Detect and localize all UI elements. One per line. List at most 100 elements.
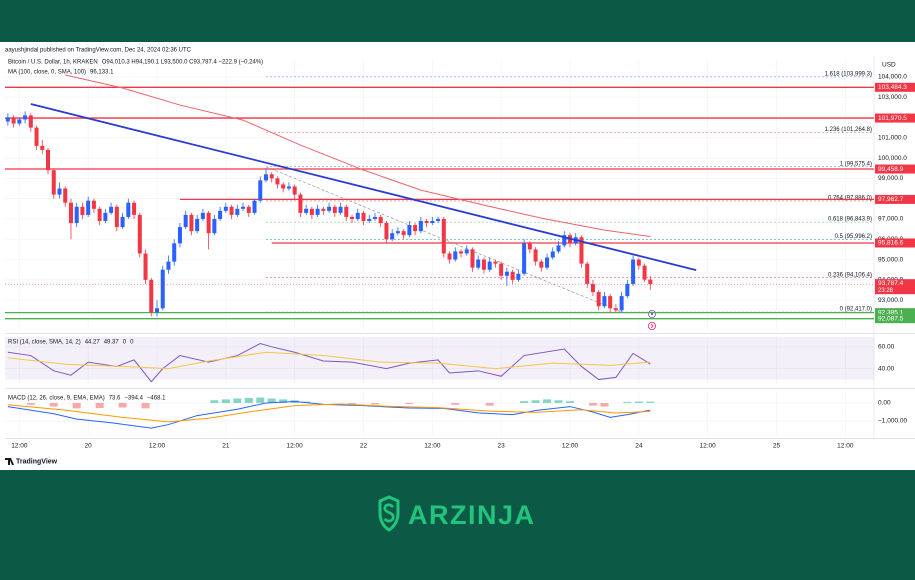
currency-label: USD [882,62,896,69]
candle-body [137,214,142,254]
legend-text: O94,010.3 H94,190.1 L93,500.0 C93,787.4 … [102,60,263,66]
candle-body [522,243,527,274]
legend-text: RSI (14, close, SMA, 14, 2) [8,340,81,346]
level-price-box [875,314,915,324]
candle-body [68,202,73,224]
y-tick-label: 95,000.0 [878,256,904,263]
candle-body [332,206,337,213]
candle-body [516,273,521,280]
legend-text: 0 [130,340,134,346]
y-tick-label: 97,000.0 [878,216,904,223]
candle-body [126,202,131,217]
candle-body [218,210,223,219]
legend-text: 49.37 [104,340,120,346]
fib-label: 1 (99,575.4) [840,161,872,167]
candle-body [395,231,400,234]
candle-body [504,271,509,276]
candle-body [172,243,177,262]
brand-icon [378,495,400,532]
x-tick-label: 12:00 [149,443,166,450]
candle-body [499,263,504,276]
candle-body [344,206,349,217]
histogram-bar [141,402,150,409]
histogram-bar [485,402,494,406]
candle-body [401,231,406,236]
candle-body [579,237,584,264]
candle-body [200,212,205,219]
candle-body [613,308,618,311]
level-price-box [875,238,915,248]
candle-body [430,220,435,224]
fib-label: 0.764 (97,886.0) [828,196,872,202]
candle-body [315,208,320,215]
candle-body [74,206,79,224]
candle-body [424,220,429,224]
candle-body [321,208,326,211]
candle-body [436,218,441,221]
indicator-line [7,401,651,429]
candle-body [619,296,624,311]
candle-body [636,259,641,266]
candle-body [46,149,51,171]
candle-body [5,117,10,122]
candle-body [281,184,286,189]
y-tick-label: 103,000.0 [878,94,907,101]
candle-body [132,202,137,215]
legend-text: 0 [123,340,127,346]
x-tick-label: 25 [773,443,781,450]
brand-shield [378,495,400,532]
candle-body [390,233,395,240]
candle-body [298,194,303,213]
candle-body [17,119,22,124]
candle-body [189,214,194,232]
candle-body [258,180,263,201]
candle-body [304,208,309,213]
candle-body [97,208,102,221]
candle-body [550,251,555,258]
candle-body [292,186,297,195]
candle-body [143,253,148,280]
candle-body [355,212,360,219]
candle-body [28,115,33,128]
candle-body [275,178,280,185]
x-tick-label: 21 [222,443,230,450]
candle-body [464,249,469,254]
x-tick-label: 20 [85,443,93,450]
histogram-bar [405,402,414,405]
level-price-label: 99,458.9 [878,166,904,173]
histogram-bar [451,402,460,405]
alert-icons [648,309,657,330]
histogram-bar [49,402,58,407]
candle-body [481,259,486,270]
level-price-box [875,194,915,204]
candle-body [34,127,39,146]
legend-text: 44.27 [85,340,101,346]
candle-body [585,263,590,284]
candle-body [441,218,446,254]
legend-text: Bitcoin / U.S. Dollar, 1h, KRAKEN [8,60,98,66]
candle-body [562,235,567,246]
fib-label: 0.5 (95,996.2) [835,234,872,240]
rsi-band [5,337,874,380]
y-tick-label: 40.00 [878,365,895,372]
x-tick-label: 12:00 [11,443,28,450]
candle-body [160,269,165,309]
candle-body [195,218,200,232]
alert-icon-dot [650,312,654,316]
candle-body [602,296,607,307]
level-price-box [875,164,915,174]
candle-body [40,145,45,150]
candle-body [539,261,544,268]
indicator-line [7,351,651,370]
candle-body [350,216,355,219]
legend-text: 73.6 [109,396,121,402]
candle-body [327,206,332,211]
brand-dollar [383,503,395,523]
moving-average [65,74,651,238]
candle-body [367,218,372,221]
y-tick-label: 104,000.0 [878,74,907,81]
histogram-bar [520,401,529,403]
histogram-bar [210,400,219,403]
candle-body [361,212,366,221]
